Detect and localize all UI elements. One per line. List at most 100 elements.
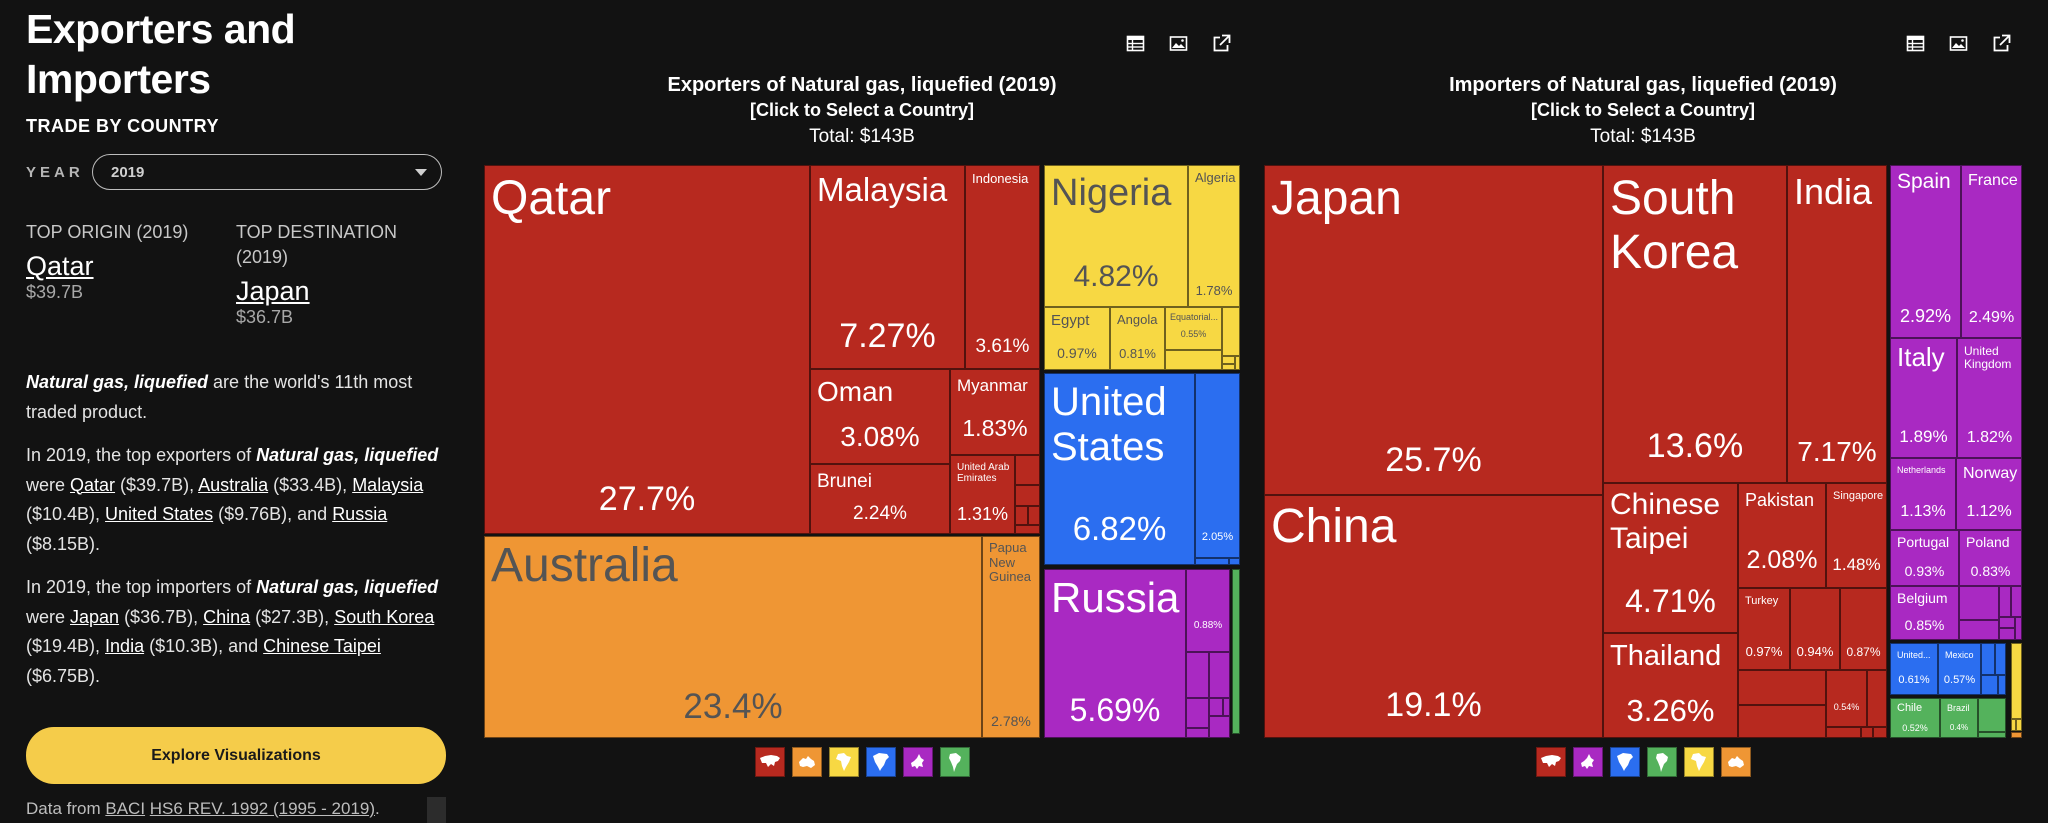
treemap-tile-small[interactable] bbox=[1981, 675, 1998, 695]
legend-europe-icon[interactable] bbox=[903, 747, 933, 777]
treemap-tile-small[interactable] bbox=[1861, 727, 1873, 738]
baci-link[interactable]: BACI bbox=[105, 799, 146, 818]
treemap-tile-belgium[interactable]: Belgium 0.85% bbox=[1890, 586, 1959, 640]
treemap-tile-united-kingdom[interactable]: United Kingdom 1.82% bbox=[1957, 338, 2022, 458]
treemap-tile-qatar[interactable]: Qatar 27.7% bbox=[484, 165, 810, 534]
legend-europe-icon[interactable] bbox=[1573, 747, 1603, 777]
treemap-tile-japan[interactable]: Japan 25.7% bbox=[1264, 165, 1603, 495]
treemap-tile-small[interactable] bbox=[1186, 728, 1209, 738]
treemap-tile-small[interactable] bbox=[1229, 558, 1240, 565]
importer-link-china[interactable]: China bbox=[203, 606, 251, 627]
treemap-tile-algeria[interactable]: Algeria 1.78% bbox=[1188, 165, 1240, 307]
treemap-tile-small[interactable] bbox=[2015, 617, 2022, 640]
importer-link-chinese-taipei[interactable]: Chinese Taipei bbox=[263, 636, 381, 656]
treemap-tile-china[interactable]: China 19.1% bbox=[1264, 495, 1603, 738]
treemap-tile-spain[interactable]: Spain 2.92% bbox=[1890, 165, 1961, 338]
treemap-tile-russia[interactable]: Russia 5.69% bbox=[1044, 569, 1186, 738]
treemap-tile-small[interactable] bbox=[1867, 670, 1887, 727]
treemap-tile-italy[interactable]: Italy 1.89% bbox=[1890, 338, 1957, 458]
treemap-tile-small[interactable] bbox=[2016, 719, 2022, 731]
treemap-tile-oceania[interactable] bbox=[2011, 732, 2022, 738]
treemap-tile-small[interactable] bbox=[1738, 670, 1826, 705]
treemap-tile-uae[interactable]: United Arab Emirates 1.31% bbox=[950, 455, 1015, 534]
treemap-tile-egypt[interactable]: Egypt 0.97% bbox=[1044, 307, 1110, 370]
treemap-tile-norway[interactable]: Norway 1.12% bbox=[1956, 458, 2022, 530]
treemap-tile-small[interactable] bbox=[1165, 350, 1222, 370]
exporter-link-australia[interactable]: Australia bbox=[198, 474, 269, 495]
treemap-tile-south-america[interactable] bbox=[1232, 569, 1240, 734]
treemap-tile-europe-2[interactable]: 0.88% bbox=[1186, 569, 1230, 652]
treemap-tile-united-states[interactable]: United States 6.82% bbox=[1044, 373, 1195, 565]
treemap-tile-small[interactable] bbox=[2011, 719, 2016, 731]
legend-oceania-icon[interactable] bbox=[1721, 747, 1751, 777]
legend-africa-icon[interactable] bbox=[829, 747, 859, 777]
treemap-tile-brazil[interactable]: Brazil 0.4% bbox=[1940, 698, 1978, 738]
treemap-tile-nigeria[interactable]: Nigeria 4.82% bbox=[1044, 165, 1188, 307]
year-select[interactable]: 2019 bbox=[92, 154, 442, 190]
legend-south-america-icon[interactable] bbox=[940, 747, 970, 777]
treemap-tile-small[interactable] bbox=[1015, 506, 1028, 525]
exporter-link-qatar[interactable]: Qatar bbox=[70, 474, 116, 495]
treemap-tile-oman[interactable]: Oman 3.08% bbox=[810, 369, 950, 464]
legend-north-america-icon[interactable] bbox=[866, 747, 896, 777]
treemap-tile-netherlands[interactable]: Netherlands 1.13% bbox=[1890, 458, 1956, 530]
treemap-tile-small[interactable] bbox=[1209, 698, 1223, 716]
top-origin-link[interactable]: Qatar bbox=[26, 251, 94, 281]
treemap-tile-pakistan[interactable]: Pakistan 2.08% bbox=[1738, 483, 1826, 588]
treemap-tile-north-america-2[interactable]: 2.05% bbox=[1195, 373, 1240, 558]
image-icon[interactable] bbox=[1949, 34, 1968, 53]
treemap-tile-poland[interactable]: Poland 0.83% bbox=[1959, 530, 2022, 586]
explore-visualizations-button[interactable]: Explore Visualizations bbox=[26, 727, 446, 784]
treemap-tile-small[interactable] bbox=[1999, 628, 2015, 640]
exporter-link-russia[interactable]: Russia bbox=[332, 504, 388, 524]
treemap-tile-united-states[interactable]: United... 0.61% bbox=[1890, 643, 1938, 695]
treemap-tile-small[interactable] bbox=[1959, 620, 1999, 640]
treemap-tile-south-korea[interactable]: South Korea 13.6% bbox=[1603, 165, 1787, 483]
treemap-tile-india[interactable]: India 7.17% bbox=[1787, 165, 1887, 483]
importer-link-india[interactable]: India bbox=[105, 636, 145, 656]
treemap-tile-myanmar[interactable]: Myanmar 1.83% bbox=[950, 369, 1040, 455]
treemap-tile-chile[interactable]: Chile 0.52% bbox=[1890, 698, 1940, 738]
treemap-tile-small[interactable] bbox=[1981, 643, 1995, 675]
treemap-tile-small[interactable] bbox=[2011, 586, 2022, 617]
treemap-tile-thailand[interactable]: Thailand 3.26% bbox=[1603, 633, 1738, 738]
treemap-tile-small[interactable] bbox=[1738, 705, 1826, 738]
importer-link-south-korea[interactable]: South Korea bbox=[334, 606, 435, 627]
treemap-tile-small[interactable] bbox=[1978, 732, 2006, 738]
treemap-tile-equatorial-guinea[interactable]: Equatorial... 0.55% bbox=[1165, 307, 1222, 350]
treemap-tile-brunei[interactable]: Brunei 2.24% bbox=[810, 464, 950, 534]
image-icon[interactable] bbox=[1169, 34, 1188, 53]
legend-asia-icon[interactable] bbox=[755, 747, 785, 777]
treemap-tile-small[interactable] bbox=[1015, 485, 1040, 506]
treemap-tile-small[interactable] bbox=[1186, 698, 1209, 728]
treemap-tile-mexico[interactable]: Mexico 0.57% bbox=[1938, 643, 1981, 695]
treemap-tile-small[interactable] bbox=[1195, 558, 1229, 565]
legend-africa-icon[interactable] bbox=[1684, 747, 1714, 777]
legend-north-america-icon[interactable] bbox=[1610, 747, 1640, 777]
treemap-tile-small[interactable] bbox=[1978, 698, 2006, 732]
external-link-icon[interactable] bbox=[1992, 34, 2011, 53]
treemap-tile-asia-094[interactable]: 0.94% bbox=[1790, 588, 1840, 670]
treemap-tile-australia[interactable]: Australia 23.4% bbox=[484, 536, 982, 738]
treemap-tile-indonesia[interactable]: Indonesia 3.61% bbox=[965, 165, 1040, 369]
treemap-tile-small[interactable] bbox=[1998, 675, 2006, 695]
external-link-icon[interactable] bbox=[1212, 34, 1231, 53]
treemap-tile-small[interactable] bbox=[1222, 364, 1235, 370]
treemap-tile-turkey[interactable]: Turkey 0.97% bbox=[1738, 588, 1790, 670]
treemap-tile-small[interactable] bbox=[1223, 698, 1230, 716]
table-icon[interactable] bbox=[1126, 34, 1145, 53]
treemap-tile-small[interactable] bbox=[1209, 652, 1230, 698]
table-icon[interactable] bbox=[1906, 34, 1925, 53]
legend-asia-icon[interactable] bbox=[1536, 747, 1566, 777]
treemap-tile-small[interactable] bbox=[1873, 727, 1887, 738]
treemap-tile-papua-new-guinea[interactable]: Papua New Guinea 2.78% bbox=[982, 536, 1040, 738]
legend-oceania-icon[interactable] bbox=[792, 747, 822, 777]
treemap-tile-singapore[interactable]: Singapore 1.48% bbox=[1826, 483, 1887, 588]
treemap-tile-malaysia[interactable]: Malaysia 7.27% bbox=[810, 165, 965, 369]
treemap-tile-asia-087[interactable]: 0.87% bbox=[1840, 588, 1887, 670]
treemap-tile-small[interactable] bbox=[1995, 643, 2006, 675]
importer-link-japan[interactable]: Japan bbox=[70, 606, 120, 627]
treemap-tile-small[interactable] bbox=[1015, 525, 1040, 534]
treemap-tile-angola[interactable]: Angola 0.81% bbox=[1110, 307, 1165, 370]
treemap-tile-small[interactable] bbox=[1222, 356, 1235, 364]
